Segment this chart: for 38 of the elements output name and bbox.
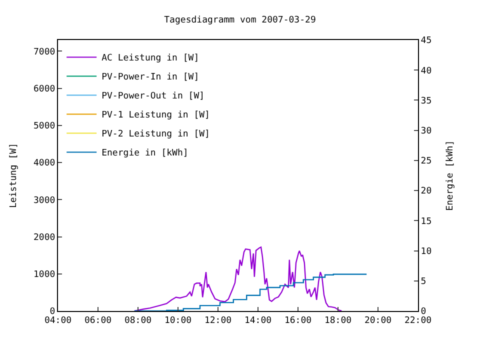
y-tick-label: 7000 — [34, 47, 56, 58]
y2-tick-label: 25 — [420, 156, 432, 167]
y-tick-label: 5000 — [34, 122, 56, 132]
y-tick-label: 6000 — [34, 84, 56, 94]
x-tick-label: 12:00 — [204, 316, 232, 326]
legend-label: PV-Power-In in [W] — [102, 72, 200, 83]
x-tick-label: 22:00 — [404, 316, 432, 326]
y2-tick-label: 40 — [420, 66, 432, 76]
y-tick-label: 4000 — [34, 158, 56, 169]
x-tick-label: 20:00 — [364, 316, 392, 326]
y-axis-title: Leistung [W] — [8, 142, 19, 208]
y2-tick-label: 0 — [420, 307, 426, 318]
x-tick-label: 04:00 — [44, 316, 72, 326]
y-tick-label: 0 — [50, 307, 56, 318]
x-tick-label: 16:00 — [284, 316, 312, 326]
x-tick-label: 18:00 — [324, 316, 352, 326]
y-tick-label: 1000 — [34, 270, 56, 280]
legend-label: PV-1 Leistung in [W] — [102, 110, 210, 121]
legend-label: AC Leistung in [W] — [102, 54, 200, 64]
x-tick-label: 10:00 — [164, 316, 192, 326]
y2-tick-label: 45 — [420, 36, 432, 46]
x-tick-label: 14:00 — [244, 316, 272, 326]
y-tick-label: 2000 — [34, 232, 56, 243]
y2-axis-title: Energie [kWh] — [445, 140, 456, 211]
legend-label: PV-Power-Out in [W] — [102, 92, 205, 102]
legend-label: PV-2 Leistung in [W] — [102, 130, 210, 140]
y2-tick-label: 35 — [420, 96, 432, 106]
y2-tick-label: 20 — [420, 186, 432, 197]
x-tick-label: 06:00 — [84, 316, 112, 326]
y-tick-label: 3000 — [34, 196, 56, 206]
y2-tick-label: 15 — [420, 216, 432, 227]
y2-tick-label: 5 — [420, 277, 426, 288]
y2-tick-label: 30 — [420, 126, 432, 136]
y2-tick-label: 10 — [420, 246, 432, 257]
legend-label: Energie in [kWh] — [102, 148, 188, 159]
chart-title: Tagesdiagramm vom 2007-03-29 — [164, 16, 316, 26]
x-tick-label: 08:00 — [124, 316, 152, 326]
line-series — [134, 246, 342, 311]
